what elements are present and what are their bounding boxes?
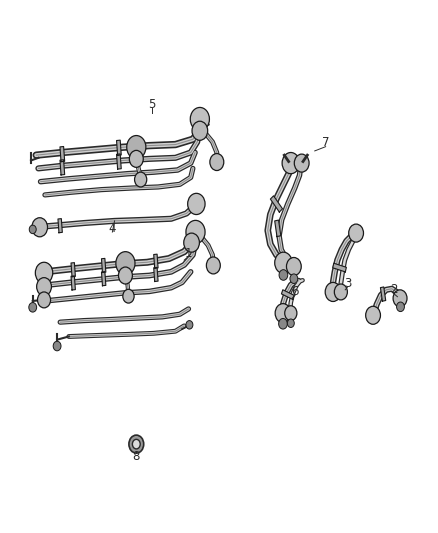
Circle shape (32, 217, 47, 237)
Polygon shape (60, 160, 65, 175)
Polygon shape (58, 219, 62, 233)
Text: 1: 1 (185, 247, 192, 260)
Polygon shape (381, 287, 386, 301)
Circle shape (184, 233, 199, 252)
Polygon shape (71, 276, 75, 290)
Circle shape (287, 319, 294, 327)
Circle shape (210, 154, 224, 171)
Text: 4: 4 (109, 222, 116, 235)
Circle shape (192, 121, 208, 140)
Circle shape (186, 220, 205, 244)
Circle shape (190, 108, 209, 131)
Circle shape (37, 278, 51, 296)
Polygon shape (270, 196, 283, 212)
Circle shape (349, 224, 364, 242)
Polygon shape (71, 263, 75, 277)
Polygon shape (102, 272, 106, 286)
Circle shape (38, 292, 50, 308)
Circle shape (29, 303, 37, 312)
Circle shape (187, 193, 205, 215)
Polygon shape (282, 290, 294, 300)
Circle shape (35, 262, 53, 284)
Circle shape (366, 306, 381, 324)
Text: 7: 7 (322, 136, 329, 149)
Circle shape (334, 284, 347, 300)
Circle shape (325, 282, 341, 302)
Circle shape (118, 267, 132, 284)
Text: 2: 2 (390, 283, 398, 296)
Polygon shape (117, 140, 121, 155)
Text: 6: 6 (291, 285, 299, 298)
Circle shape (286, 257, 301, 276)
Circle shape (29, 225, 36, 233)
Circle shape (123, 289, 134, 303)
Polygon shape (275, 220, 281, 237)
Polygon shape (333, 263, 346, 272)
Circle shape (282, 152, 300, 174)
Text: 5: 5 (148, 98, 155, 111)
Polygon shape (154, 268, 158, 281)
Circle shape (285, 306, 297, 320)
Circle shape (129, 435, 144, 453)
Circle shape (294, 154, 309, 172)
Circle shape (129, 150, 143, 167)
Circle shape (132, 439, 140, 449)
Circle shape (290, 274, 298, 284)
Text: 3: 3 (344, 277, 351, 290)
Circle shape (279, 270, 288, 280)
Circle shape (206, 257, 220, 274)
Polygon shape (117, 154, 121, 169)
Circle shape (396, 302, 404, 312)
Circle shape (127, 135, 146, 159)
Circle shape (53, 341, 61, 351)
Circle shape (275, 304, 291, 322)
Circle shape (279, 318, 287, 329)
Text: 8: 8 (133, 450, 140, 463)
Polygon shape (154, 254, 158, 268)
Circle shape (393, 290, 407, 307)
Polygon shape (60, 147, 65, 161)
Circle shape (134, 172, 147, 187)
Circle shape (186, 320, 193, 329)
Polygon shape (102, 259, 106, 272)
Circle shape (275, 252, 292, 273)
Circle shape (116, 252, 135, 275)
